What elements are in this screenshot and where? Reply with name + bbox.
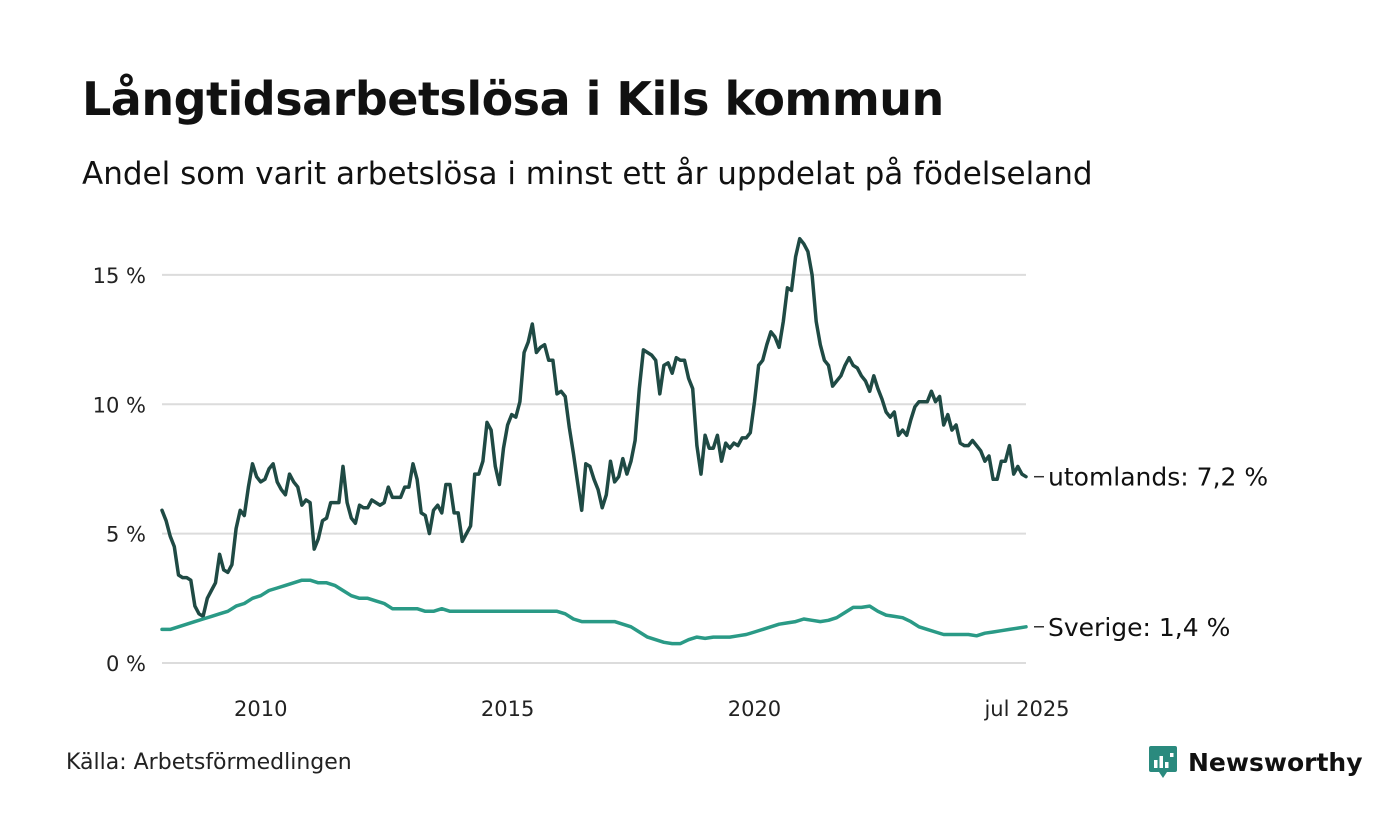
y-tick-label: 15 % xyxy=(93,264,146,288)
brand-name: Newsworthy xyxy=(1188,747,1363,777)
x-tick-label: 2015 xyxy=(481,697,534,721)
x-axis-tick-labels: 2010 2015 2020 jul 2025 xyxy=(234,697,1070,721)
x-tick-label: 2010 xyxy=(234,697,287,721)
series-lines xyxy=(160,236,1028,646)
chart-subtitle: Andel som varit arbetslösa i minst ett å… xyxy=(82,156,1093,192)
source-note: Källa: Arbetsförmedlingen xyxy=(66,750,352,775)
series-line-utomlands xyxy=(160,236,1028,619)
end-label-utomlands: utomlands: 7,2 % xyxy=(1048,463,1268,492)
grid-lines xyxy=(162,273,1026,664)
y-tick-label: 10 % xyxy=(93,393,146,417)
end-label-sverige: Sverige: 1,4 % xyxy=(1048,613,1230,642)
x-tick-label: jul 2025 xyxy=(983,697,1069,721)
series-line-sverige xyxy=(160,578,1028,646)
x-tick-label: 2020 xyxy=(728,697,781,721)
y-tick-label: 0 % xyxy=(106,652,146,676)
brand-logo: Newsworthy xyxy=(1148,744,1363,780)
y-tick-label: 5 % xyxy=(106,523,146,547)
y-axis-tick-labels: 0 % 5 % 10 % 15 % xyxy=(93,264,146,676)
series-end-labels: utomlands: 7,2 % Sverige: 1,4 % xyxy=(1034,463,1268,642)
newsworthy-icon xyxy=(1149,746,1177,778)
chart-title: Långtidsarbetslösa i Kils kommun xyxy=(82,72,944,126)
